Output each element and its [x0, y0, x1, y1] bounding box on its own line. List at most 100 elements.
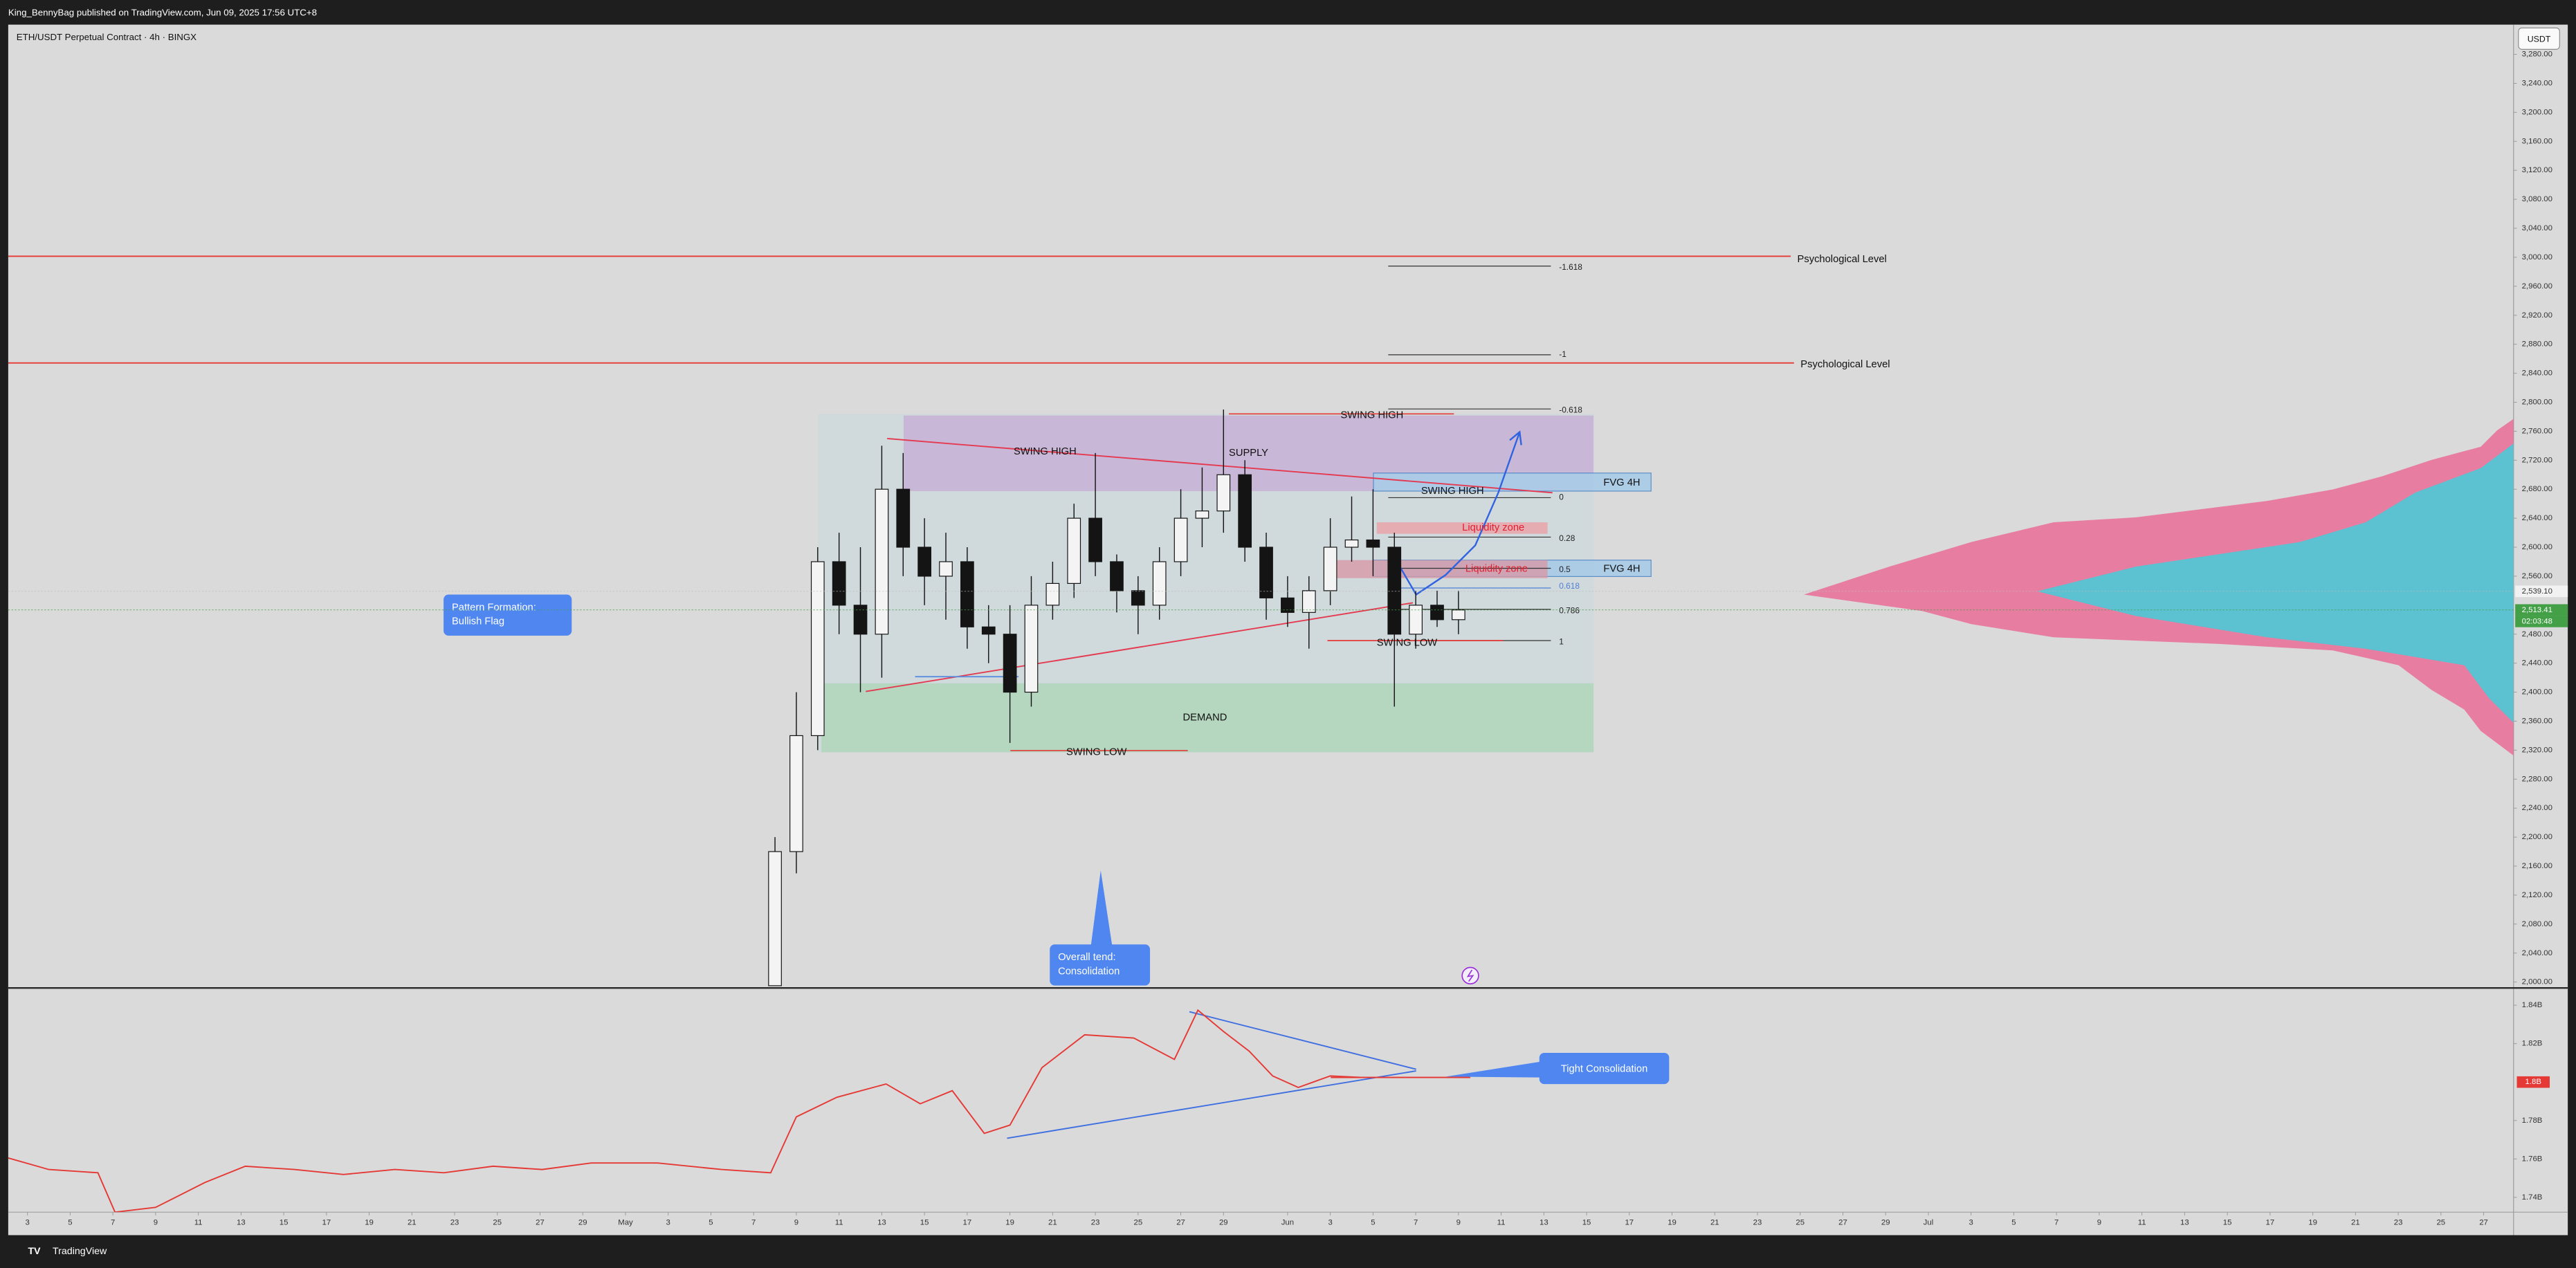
currency-box[interactable] — [2518, 27, 2560, 50]
swing-low-label: SWING LOW — [1377, 637, 1438, 648]
countdown: 02:03:48 — [2522, 617, 2552, 625]
fib-label: 1 — [1559, 637, 1564, 647]
x-tick-label: 13 — [1540, 1219, 1549, 1227]
x-tick-label: 19 — [1668, 1219, 1677, 1227]
countdown-box — [2515, 616, 2568, 627]
y-tick-label: 3,000.00 — [2522, 253, 2552, 261]
y-tick-label: 2,760.00 — [2522, 427, 2552, 435]
candle-body — [1024, 605, 1039, 693]
candle-body — [1430, 605, 1444, 621]
x-tick-label: 29 — [578, 1219, 587, 1227]
volume-profile-value-area — [2037, 443, 2514, 723]
y-tick-label: 2,400.00 — [2522, 688, 2552, 697]
candle-body — [1259, 546, 1273, 598]
y-tick-label: 2,640.00 — [2522, 514, 2552, 522]
candle-body — [1152, 561, 1167, 606]
indicator-line — [8, 1009, 1470, 1213]
x-tick-label: 9 — [794, 1219, 798, 1227]
fvg-label: FVG 4H — [1603, 564, 1640, 575]
liquidity-zone — [1376, 522, 1548, 534]
x-tick-label: 27 — [1838, 1219, 1847, 1227]
y-tick-label: 2,200.00 — [2522, 833, 2552, 841]
x-tick-label: Jun — [1281, 1219, 1294, 1227]
indicator-drawings: Tight Consolidation — [1007, 1011, 1670, 1139]
y-tick-label: 2,560.00 — [2522, 572, 2552, 580]
psychological-label: Psychological Level — [1798, 254, 1887, 265]
candle-body — [896, 488, 911, 548]
x-tick-label: 15 — [920, 1219, 929, 1227]
x-tick-label: 29 — [1219, 1219, 1228, 1227]
event-icon — [1466, 969, 1474, 982]
y-tick-label: 1.74B — [2522, 1193, 2543, 1202]
candle-body — [832, 561, 846, 606]
x-tick-label: 19 — [1005, 1219, 1014, 1227]
publisher: King_BennyBag published on TradingView.c… — [8, 8, 317, 18]
x-tick-label: 3 — [666, 1219, 670, 1227]
x-tick-label: 9 — [2097, 1219, 2101, 1227]
x-tick-label: 11 — [1497, 1219, 1506, 1227]
candle-body — [853, 605, 868, 635]
swing-high-label: SWING HIGH — [1421, 486, 1484, 497]
price-label: 2,539.10 — [2522, 587, 2552, 596]
trend-callout — [1050, 944, 1151, 986]
y-tick-label: 3,160.00 — [2522, 137, 2552, 145]
candle-body — [1173, 517, 1188, 562]
candle-body — [1344, 539, 1359, 548]
x-tick-label: 23 — [1091, 1219, 1100, 1227]
last-value-box — [2516, 1076, 2550, 1088]
liquidity-label: Liquidity zone — [1462, 522, 1524, 533]
x-tick-label: 29 — [1881, 1219, 1890, 1227]
candle-body — [939, 561, 953, 577]
y-tick-label: 2,880.00 — [2522, 340, 2552, 349]
x-tick-label: 25 — [2436, 1219, 2445, 1227]
annotation-texts: Psychological Level Psychological Level … — [444, 254, 1890, 986]
x-tick-label: 11 — [2138, 1219, 2146, 1227]
x-tick-label: 9 — [154, 1219, 158, 1227]
y-tick-label: 2,280.00 — [2522, 775, 2552, 783]
fib-label: 0 — [1559, 493, 1564, 502]
x-tick-label: 9 — [1456, 1219, 1461, 1227]
x-tick-label: 11 — [194, 1219, 203, 1227]
y-tick-label: 2,960.00 — [2522, 282, 2552, 291]
candle-body — [810, 561, 825, 737]
pattern-label: Bullish Flag — [452, 616, 504, 627]
price-label-box — [2515, 604, 2568, 616]
x-tick-label: 27 — [536, 1219, 545, 1227]
pattern-label: Pattern Formation: — [452, 602, 536, 613]
price-label: 2,513.41 — [2522, 606, 2552, 614]
x-tick-label: Jul — [1924, 1219, 1934, 1227]
candle-body — [1301, 590, 1316, 613]
fib-label: 0.5 — [1559, 564, 1571, 574]
x-tick-label: 25 — [1796, 1219, 1805, 1227]
brand-mark: TV — [28, 1246, 41, 1257]
x-tick-label: 5 — [709, 1219, 713, 1227]
fib-label: -1 — [1559, 349, 1566, 359]
candle-body — [1003, 634, 1017, 693]
currency: USDT — [2528, 34, 2551, 44]
brand: TradingView — [53, 1246, 107, 1257]
x-tick-label: 7 — [1414, 1219, 1418, 1227]
x-tick-label: 23 — [450, 1219, 459, 1227]
x-tick-label: 21 — [408, 1219, 417, 1227]
x-tick-label: 21 — [2351, 1219, 2360, 1227]
y-tick-label: 2,680.00 — [2522, 485, 2552, 493]
x-tick-label: 3 — [1328, 1219, 1332, 1227]
candle-body — [1323, 546, 1337, 591]
candle-body — [875, 488, 889, 635]
y-tick-label: 3,040.00 — [2522, 224, 2552, 232]
x-tick-label: 21 — [1048, 1219, 1057, 1227]
y-tick-label: 2,040.00 — [2522, 949, 2552, 957]
x-tick-label: 15 — [2223, 1219, 2232, 1227]
tight-callout — [1539, 1052, 1670, 1085]
demand-label: DEMAND — [1183, 712, 1227, 723]
candle-body — [1216, 474, 1231, 512]
x-tick-label: 21 — [1710, 1219, 1719, 1227]
candle-body — [1131, 590, 1145, 606]
candle-body — [789, 735, 803, 852]
candle-body — [1110, 561, 1124, 591]
x-tick-label: 23 — [2394, 1219, 2403, 1227]
liquidity-label: Liquidity zone — [1465, 564, 1528, 575]
liquidity-zone — [1335, 560, 1548, 578]
